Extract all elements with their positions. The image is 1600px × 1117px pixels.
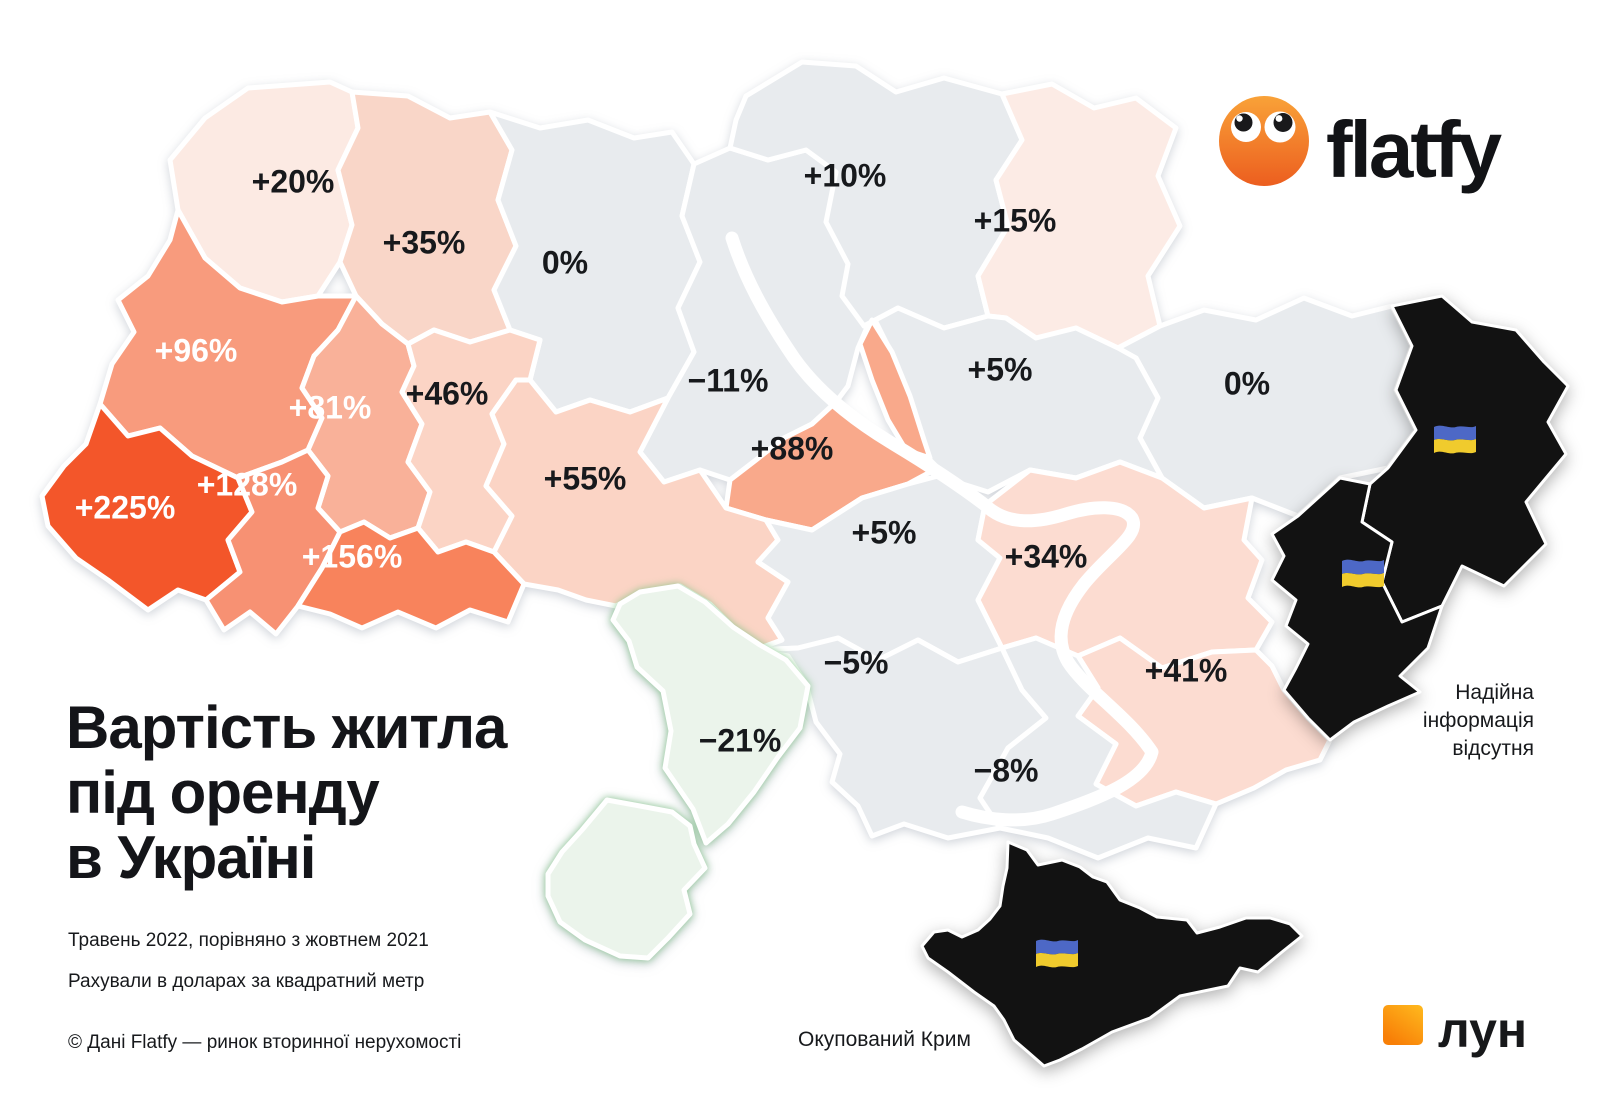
title-line-2: під оренду (66, 759, 380, 826)
region-label-poltava: +5% (968, 352, 1033, 388)
region-label-mykolaiv: −5% (824, 645, 889, 681)
donetsk-flag-icon (1342, 559, 1384, 588)
no-data-note-line-1: Надійна (1455, 681, 1534, 704)
no-data-note: Надійна інформація відсутня (1423, 679, 1534, 763)
occupied-crimea-note: Окупований Крим (798, 1028, 971, 1051)
title-line-1: Вартість житла (66, 694, 507, 761)
region-label-chernivtsi: +156% (302, 539, 403, 575)
region-labels: +20% +35% 0% −11% +10% +15% 0% +5% +88% … (75, 158, 1270, 789)
no-data-note-line-2: інформація (1422, 709, 1534, 732)
flatfy-wordmark: flatfy (1326, 105, 1502, 194)
title-line-3: в Україні (66, 824, 316, 891)
region-luhansk-occupied (1360, 294, 1570, 624)
region-label-zakarpattia: +225% (75, 490, 176, 526)
region-label-chernihiv: +10% (804, 158, 887, 194)
lun-wordmark: лун (1438, 1002, 1528, 1058)
region-label-zaporizhzhia: +41% (1145, 653, 1228, 689)
region-kherson (977, 635, 1219, 861)
data-source-footnote: © Дані Flatfy — ринок вторинної нерухомо… (68, 1032, 462, 1053)
region-label-odesa: −21% (699, 723, 782, 759)
region-label-kirovohrad: +5% (852, 515, 917, 551)
region-label-khmelnytskyi: +46% (406, 376, 489, 412)
region-label-ivano-frankivsk: +128% (197, 467, 298, 503)
region-chernivtsi (295, 519, 527, 631)
page-title: Вартість житла під оренду в Україні (66, 694, 507, 891)
region-label-volyn: +20% (252, 164, 335, 200)
region-label-vinnytsia: +55% (544, 461, 627, 497)
no-data-note-line-3: відсутня (1452, 737, 1534, 760)
region-label-zhytomyr: 0% (542, 245, 588, 281)
region-label-cherkasy: +88% (751, 431, 834, 467)
subtitle-unit: Рахували в доларах за квадратний метр (68, 971, 425, 992)
lun-icon (1383, 1005, 1423, 1045)
flatfy-logo (1218, 96, 1312, 188)
region-donetsk-occupied (1270, 476, 1444, 742)
region-zakarpattia (39, 401, 255, 613)
crimea-flag-icon (1036, 939, 1078, 968)
region-crimea-occupied (920, 840, 1304, 1068)
region-label-sumy: +15% (974, 203, 1057, 239)
luhansk-flag-icon (1434, 425, 1476, 454)
region-label-kyiv: −11% (688, 363, 769, 399)
region-label-rivne: +35% (383, 225, 466, 261)
region-odesa (545, 583, 811, 961)
region-label-kharkiv: 0% (1224, 366, 1270, 402)
region-label-ternopil: +81% (289, 390, 372, 426)
subtitle-period: Травень 2022, порівняно з жовтнем 2021 (68, 930, 429, 951)
region-label-kherson: −8% (974, 753, 1039, 789)
region-label-dnipropetrovsk: +34% (1005, 539, 1088, 575)
dnipro-river (725, 231, 1159, 827)
region-label-lviv: +96% (155, 333, 238, 369)
flatfy-icon (1219, 96, 1309, 186)
